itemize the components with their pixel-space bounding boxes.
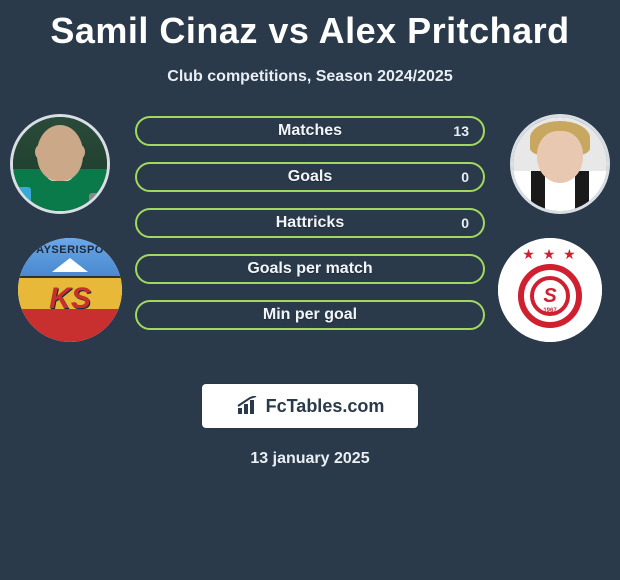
club-right-year: 1967 <box>534 308 566 314</box>
stat-list: Matches 13 Goals 0 Hattricks 0 Goals per… <box>135 116 485 330</box>
comparison-panel: AYSERISPO KS ★ ★ ★ S 1967 Matches 13 Goa… <box>0 106 620 366</box>
page-title: Samil Cinaz vs Alex Pritchard <box>0 0 620 52</box>
player-right-avatar <box>510 114 610 214</box>
stat-label: Goals <box>288 168 332 186</box>
brand-text: FcTables.com <box>266 396 385 417</box>
subtitle: Club competitions, Season 2024/2025 <box>0 68 620 86</box>
stat-row-goals: Goals 0 <box>135 162 485 192</box>
stat-label: Hattricks <box>276 214 344 232</box>
stat-right-value: 0 <box>461 169 469 185</box>
stat-row-goals-per-match: Goals per match <box>135 254 485 284</box>
club-left-abbr: KS <box>18 282 122 316</box>
brand-badge[interactable]: FcTables.com <box>202 384 418 428</box>
stat-label: Min per goal <box>263 306 357 324</box>
player-left-avatar <box>10 114 110 214</box>
club-right-stars-icon: ★ ★ ★ <box>498 246 602 263</box>
club-right-badge: ★ ★ ★ S 1967 <box>498 238 602 342</box>
bar-chart-icon <box>236 396 260 416</box>
stat-label: Goals per match <box>247 260 372 278</box>
stat-row-matches: Matches 13 <box>135 116 485 146</box>
stat-row-min-per-goal: Min per goal <box>135 300 485 330</box>
club-left-badge: AYSERISPO KS <box>18 238 122 342</box>
stat-right-value: 0 <box>461 215 469 231</box>
stat-row-hattricks: Hattricks 0 <box>135 208 485 238</box>
club-left-text: AYSERISPO <box>18 244 122 256</box>
date-text: 13 january 2025 <box>0 450 620 468</box>
stat-right-value: 13 <box>453 123 469 139</box>
stat-label: Matches <box>278 122 342 140</box>
